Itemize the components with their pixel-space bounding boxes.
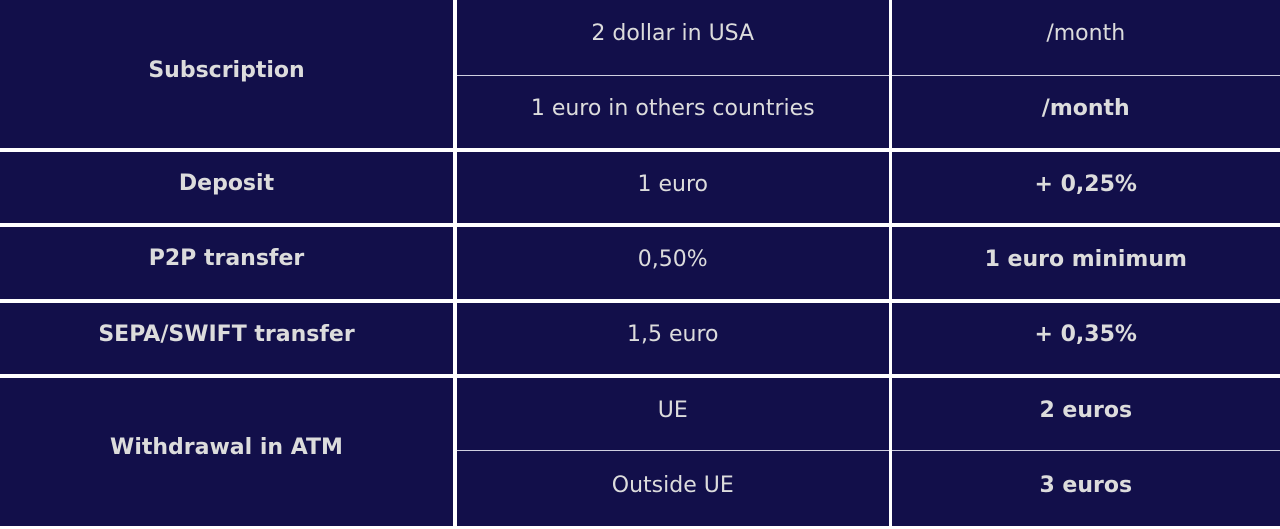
subscription-usa-unit: /month (890, 0, 1280, 76)
table-bottom-border (0, 526, 1280, 529)
atm-outside-unit: 3 euros (890, 450, 1280, 526)
table-row-atm-ue: Withdrawal in ATM UE 2 euros (0, 373, 1280, 526)
atm-ue-unit: 2 euros (890, 373, 1280, 451)
sepa-unit: + 0,35% (890, 298, 1280, 376)
table-row-sepa: SEPA/SWIFT transfer 1,5 euro + 0,35% (0, 298, 1280, 376)
sepa-price: 1,5 euro (455, 298, 892, 376)
atm-outside-price: Outside UE (455, 450, 892, 526)
subscription-label: Subscription (0, 0, 457, 151)
atm-ue-price: UE (455, 373, 892, 451)
subscription-usa-price: 2 dollar in USA (455, 0, 892, 76)
p2p-price: 0,50% (455, 223, 892, 301)
table-row-atm-outside: Outside UE 3 euros (0, 450, 1280, 526)
table-row-deposit: Deposit 1 euro + 0,25% (0, 148, 1280, 226)
p2p-unit: 1 euro minimum (890, 223, 1280, 301)
deposit-unit: + 0,25% (890, 148, 1280, 226)
table-row-p2p: P2P transfer 0,50% 1 euro minimum (0, 223, 1280, 301)
table-row-subscription-other: 1 euro in others countries /month (0, 74, 1280, 151)
sepa-label: SEPA/SWIFT transfer (0, 298, 457, 376)
deposit-price: 1 euro (455, 148, 892, 226)
atm-label: Withdrawal in ATM (0, 373, 457, 526)
p2p-label: P2P transfer (0, 223, 457, 301)
table-row-subscription-usa: Subscription 2 dollar in USA /month (0, 0, 1280, 151)
subscription-other-unit: /month (890, 74, 1280, 151)
deposit-label: Deposit (0, 148, 457, 226)
subscription-other-price: 1 euro in others countries (455, 74, 892, 151)
